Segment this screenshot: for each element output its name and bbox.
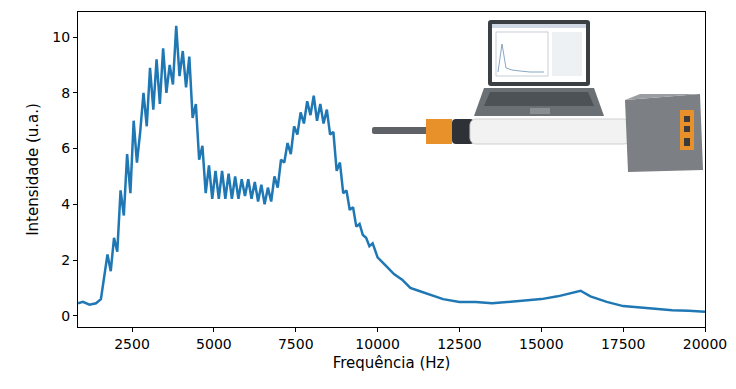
- svg-text:15000: 15000: [519, 336, 564, 352]
- svg-text:Frequência (Hz): Frequência (Hz): [333, 354, 451, 372]
- svg-text:6: 6: [61, 140, 70, 156]
- svg-text:12500: 12500: [437, 336, 482, 352]
- svg-text:4: 4: [61, 196, 70, 212]
- svg-text:0: 0: [61, 308, 70, 324]
- svg-text:2500: 2500: [114, 336, 150, 352]
- svg-text:Intensidade (u.a.): Intensidade (u.a.): [24, 103, 42, 236]
- svg-text:5000: 5000: [196, 336, 232, 352]
- svg-text:20000: 20000: [683, 336, 728, 352]
- svg-text:10: 10: [52, 29, 70, 45]
- svg-text:17500: 17500: [601, 336, 646, 352]
- svg-text:10000: 10000: [355, 336, 400, 352]
- svg-text:8: 8: [61, 85, 70, 101]
- svg-text:2: 2: [61, 252, 70, 268]
- svg-text:7500: 7500: [278, 336, 314, 352]
